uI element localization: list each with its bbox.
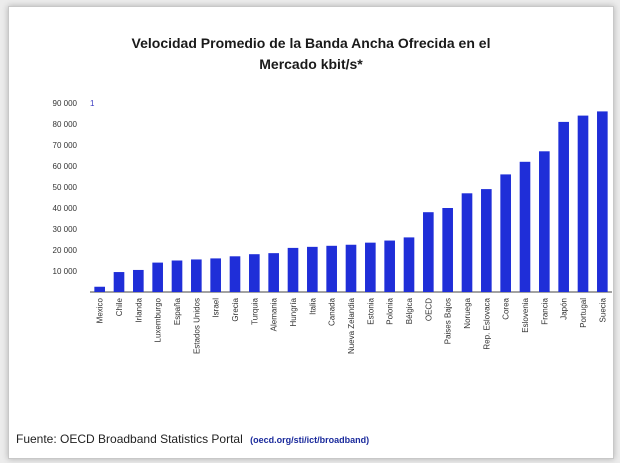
bar	[191, 259, 202, 292]
source-link[interactable]: (oecd.org/sti/ict/broadband)	[250, 435, 370, 445]
x-tick-label: OECD	[424, 298, 433, 321]
bar	[481, 189, 492, 292]
source-note: Fuente: OECD Broadband Statistics Portal…	[16, 432, 369, 446]
bar	[365, 242, 376, 292]
x-tick-label: Israel	[212, 298, 221, 318]
bar	[268, 253, 279, 292]
x-tick-label: Portugal	[579, 298, 588, 328]
x-tick-label: Suecia	[598, 297, 607, 322]
chart-title-line-2: Mercado kbit/s*	[259, 56, 363, 72]
bar	[403, 237, 415, 292]
x-tick-label: Francia	[540, 297, 549, 324]
y-tick-label: 50 000	[53, 183, 78, 192]
x-tick-label: Rep. Eslovaca	[482, 297, 491, 349]
y-tick-label: 10 000	[53, 267, 78, 276]
y-tick-label: 70 000	[53, 141, 78, 150]
legend-marker: 1	[90, 99, 95, 108]
x-tick-label: Chile	[115, 297, 124, 316]
bar	[539, 151, 550, 292]
x-tick-label: Polonia	[386, 297, 395, 324]
bar	[113, 272, 125, 292]
x-tick-label: Canada	[328, 297, 337, 326]
bar	[384, 240, 395, 292]
x-tick-label: Italia	[308, 297, 317, 314]
y-tick-label: 80 000	[53, 120, 78, 129]
bar	[577, 115, 589, 292]
bar	[307, 246, 318, 292]
bar	[442, 208, 453, 292]
x-tick-label: Turquia	[250, 297, 259, 324]
x-tick-label: Nueva Zelandia	[347, 297, 356, 354]
bar	[249, 254, 260, 292]
x-tick-label: Luxemburgo	[154, 297, 163, 342]
x-tick-label: Paises Bajos	[444, 298, 453, 344]
x-tick-label: Irlanda	[134, 297, 143, 322]
x-tick-label: Alemania	[270, 297, 279, 331]
chart-title-line-1: Velocidad Promedio de la Banda Ancha Ofr…	[131, 35, 491, 51]
bar	[210, 258, 221, 292]
bar	[500, 174, 511, 292]
bar	[519, 161, 531, 292]
bar	[423, 212, 434, 292]
x-tick-label: Corea	[502, 297, 511, 319]
source-label: Fuente: OECD Broadband Statistics Portal	[16, 432, 243, 446]
bar	[94, 286, 105, 292]
y-tick-label: 30 000	[53, 225, 78, 234]
bar	[229, 256, 241, 292]
y-tick-label: 20 000	[53, 246, 78, 255]
bar	[461, 193, 473, 292]
x-tick-label: Eslovenia	[521, 297, 530, 332]
x-tick-label: Estonia	[366, 297, 375, 324]
bar	[133, 269, 144, 292]
bar	[326, 245, 337, 292]
x-tick-label: Mexico	[96, 297, 105, 323]
x-tick-label: Japón	[560, 298, 569, 320]
bar	[345, 244, 357, 292]
x-tick-label: Hungría	[289, 297, 298, 326]
bar	[152, 262, 163, 292]
y-tick-label: 40 000	[53, 204, 78, 213]
x-tick-label: Noruega	[463, 297, 472, 328]
x-tick-label: Grecia	[231, 297, 240, 321]
y-tick-label: 90 000	[53, 99, 78, 108]
x-tick-label: España	[173, 297, 182, 325]
x-tick-label: Estados Unidos	[192, 298, 201, 354]
y-tick-label: 60 000	[53, 162, 78, 171]
chart-frame: Velocidad Promedio de la Banda Ancha Ofr…	[8, 6, 614, 459]
bar	[287, 247, 299, 292]
x-tick-label: Bélgica	[405, 297, 414, 324]
bar	[597, 111, 608, 293]
bar	[171, 260, 183, 292]
bar	[558, 121, 569, 293]
